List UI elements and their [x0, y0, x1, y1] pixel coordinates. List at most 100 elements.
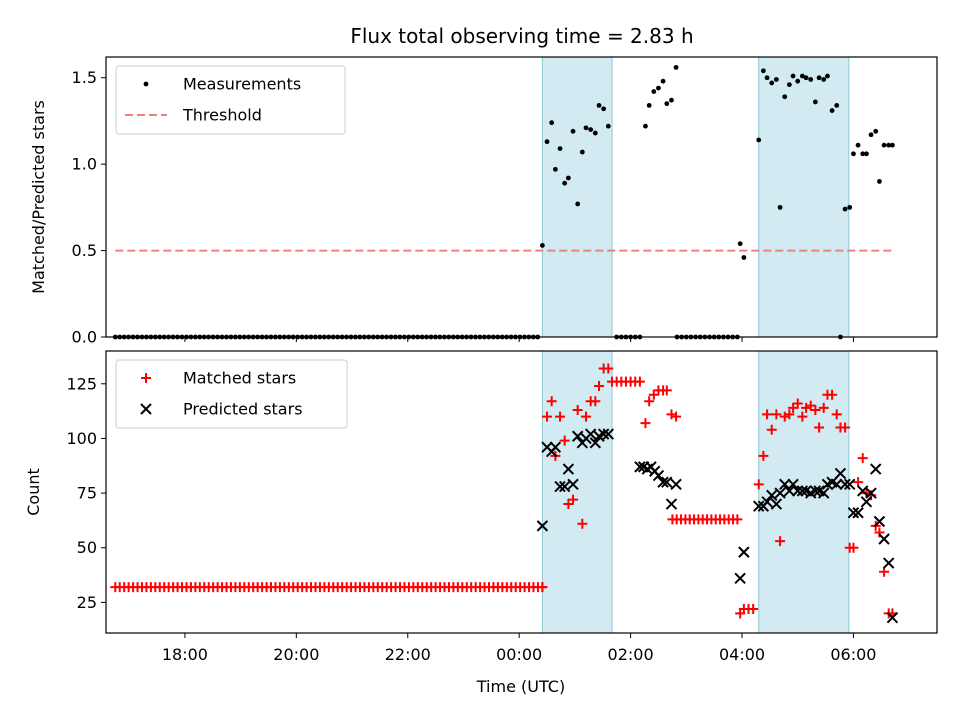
matched-star-point	[671, 411, 682, 422]
matched-star-point	[848, 542, 859, 553]
predicted-star-point	[734, 572, 746, 585]
series-2	[536, 428, 899, 624]
matched-star-point	[797, 411, 808, 422]
predicted-star-point	[761, 496, 773, 508]
measurement-point	[795, 78, 801, 84]
predicted-star-point	[766, 489, 778, 501]
predicted-star-point	[558, 480, 571, 493]
predicted-star-point	[809, 485, 822, 497]
measurement-point	[539, 242, 545, 248]
x-tick-label: 04:00	[719, 645, 765, 664]
shaded-region-1	[541, 350, 613, 634]
y-tick-label: 0.0	[72, 328, 97, 347]
matched-star-point	[827, 389, 838, 400]
x-tick-label: 06:00	[830, 645, 876, 664]
matched-star-point	[603, 363, 614, 374]
measurement-point	[764, 75, 770, 81]
measurement-point	[583, 125, 589, 131]
measurement-point	[890, 142, 895, 148]
matched-star-point	[766, 424, 777, 435]
matched-star-point	[840, 422, 851, 433]
legend: Measurements Threshold	[115, 65, 346, 135]
matched-star-point	[581, 411, 592, 422]
matched-star-point	[771, 409, 782, 420]
measurement-point	[664, 101, 670, 107]
matched-star-point	[634, 376, 645, 387]
matched-star-point	[563, 499, 574, 510]
matched-star-point	[568, 494, 579, 505]
matched-star-point	[594, 380, 605, 391]
matched-star-point	[762, 409, 773, 420]
matched-star-point	[542, 411, 553, 422]
predicted-star-point	[787, 478, 799, 491]
measurement-point	[544, 139, 550, 145]
predicted-star-point	[661, 476, 673, 488]
measurement-point	[855, 142, 861, 148]
measurement-point	[773, 77, 779, 82]
measurement-point	[756, 137, 762, 143]
matched-star-point	[644, 396, 655, 407]
ratio-panel: 0.0 0.5 1.0 1.5 Measurements Threshold	[72, 56, 938, 347]
measurement-point	[575, 201, 581, 207]
matched-star-point	[818, 402, 829, 413]
predicted-star-point	[738, 546, 750, 558]
measurement-point	[821, 77, 827, 82]
predicted-star-point	[796, 485, 809, 497]
matched-star-point	[857, 453, 868, 464]
axes-frame	[105, 350, 938, 634]
measurement-point	[782, 94, 788, 100]
series-1	[110, 363, 898, 619]
predicted-star-point	[549, 441, 562, 453]
matched-star-point	[814, 422, 825, 433]
y-tick-label: 1.5	[72, 68, 97, 87]
matched-star-point	[853, 477, 864, 488]
measurement-point	[777, 204, 783, 210]
measurement-point	[864, 151, 869, 157]
legend: Matched stars Predicted stars	[115, 359, 348, 429]
predicted-star-point	[665, 498, 678, 510]
measurement-point	[643, 123, 648, 129]
measurement-point	[760, 68, 766, 74]
matched-star-point	[648, 389, 659, 400]
y-tick-label: 1.0	[72, 155, 97, 174]
predicted-star-point	[634, 461, 646, 473]
legend-label: Predicted stars	[183, 400, 303, 419]
predicted-star-point	[878, 533, 890, 545]
predicted-star-point	[657, 476, 669, 488]
x-tick-label: 22:00	[385, 645, 431, 664]
predicted-star-point	[774, 487, 786, 499]
matched-star-point	[788, 402, 799, 413]
measurement-point	[549, 120, 555, 126]
predicted-star-point	[770, 498, 783, 510]
matched-star-point	[590, 396, 601, 407]
predicted-star-point	[571, 430, 584, 442]
measurement-point	[877, 179, 882, 184]
predicted-star-point	[886, 611, 899, 624]
matched-star-point	[784, 409, 795, 420]
predicted-star-point	[865, 487, 877, 499]
x-axis-label: Time (UTC)	[476, 677, 565, 696]
matched-star-point	[792, 398, 803, 409]
measurement-point	[842, 206, 848, 212]
predicted-star-point	[834, 467, 847, 480]
matched-star-point	[559, 435, 570, 446]
y-tick-label: 75	[77, 484, 97, 503]
matched-star-point	[577, 518, 588, 529]
measurement-point	[552, 166, 558, 172]
y-tick-label: 0.5	[72, 241, 97, 260]
measurement-point	[605, 123, 611, 129]
measurement-point	[812, 99, 818, 105]
predicted-star-point	[652, 469, 665, 482]
predicted-star-point	[870, 463, 882, 475]
measurement-point	[601, 106, 607, 112]
predicted-star-point	[779, 478, 791, 491]
legend-box	[115, 65, 346, 135]
predicted-star-point	[584, 428, 597, 440]
matched-star-point	[779, 411, 790, 422]
legend-label: Threshold	[182, 106, 262, 125]
measurement-point	[829, 108, 835, 113]
top-y-axis-label: Matched/Predicted stars	[29, 100, 48, 294]
measurement-point	[834, 102, 840, 108]
matched-star-point	[810, 405, 821, 416]
measurement-point	[769, 80, 775, 86]
